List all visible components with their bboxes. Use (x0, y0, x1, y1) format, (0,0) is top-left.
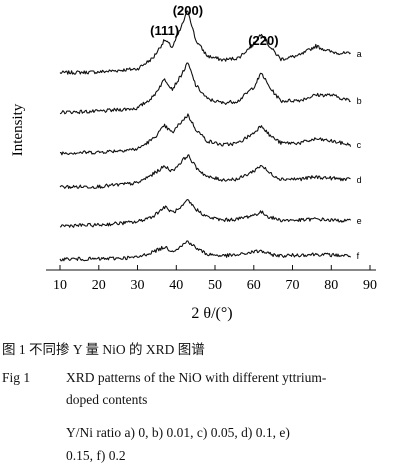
xrd-curves (59, 10, 352, 262)
x-tick-label-10: 10 (53, 278, 67, 293)
xrd-curve-c (59, 113, 352, 156)
x-tick-label-40: 40 (169, 278, 183, 293)
curve-label-a: a (357, 49, 362, 59)
curve-label-e: e (357, 216, 362, 226)
x-tick-label-20: 20 (92, 278, 106, 293)
xrd-curve-f (59, 240, 351, 262)
x-tick-label-80: 80 (324, 278, 338, 293)
x-tick-label-60: 60 (247, 278, 261, 293)
curve-label-f: f (357, 251, 360, 261)
figure-caption-chinese: 图 1 不同掺 Y 量 NiO 的 XRD 图谱 (2, 342, 205, 357)
x-tick-label-70: 70 (286, 278, 300, 293)
xrd-curve-e (59, 199, 352, 228)
xrd-figure: (111) (200) (220) a b c d e f 10 20 30 40 50 60 70 80 9… (10, 3, 377, 322)
xrd-chart: (111) (200) (220) a b c d e f 10 20 30 40 50 60 70 80 9… (10, 3, 377, 322)
xrd-curve-b (59, 62, 351, 115)
x-tick-label-30: 30 (131, 278, 145, 293)
peak-label-2: (220) (248, 33, 278, 48)
xrd-curve-a (59, 10, 351, 75)
x-tick-label-90: 90 (363, 278, 377, 293)
figure-caption-ratio-line-1: Y/Ni ratio a) 0, b) 0.01, c) 0.05, d) 0.… (66, 425, 290, 440)
x-ticks: 10 20 30 40 50 60 70 80 90 (53, 265, 377, 293)
figure-caption-ratio-line-2: 0.15, f) 0.2 (66, 448, 126, 463)
curve-label-b: b (357, 96, 362, 106)
figure-caption-title-line-2: doped contents (66, 392, 148, 407)
y-axis-label: Intensity (10, 103, 26, 156)
curve-labels: a b c d e f (357, 49, 362, 261)
figure-caption-number: Fig 1 (2, 370, 31, 385)
figure-caption-title-line-1: XRD patterns of the NiO with different y… (66, 370, 327, 385)
xrd-curve-d (59, 154, 351, 189)
peak-labels: (111) (200) (220) (150, 3, 278, 48)
x-tick-label-50: 50 (208, 278, 222, 293)
peak-label-0: (111) (150, 23, 179, 38)
peak-label-1: (200) (173, 3, 203, 18)
curve-label-c: c (357, 140, 362, 150)
x-axis-label: 2 θ/(°) (191, 305, 232, 322)
curve-label-d: d (357, 175, 362, 185)
